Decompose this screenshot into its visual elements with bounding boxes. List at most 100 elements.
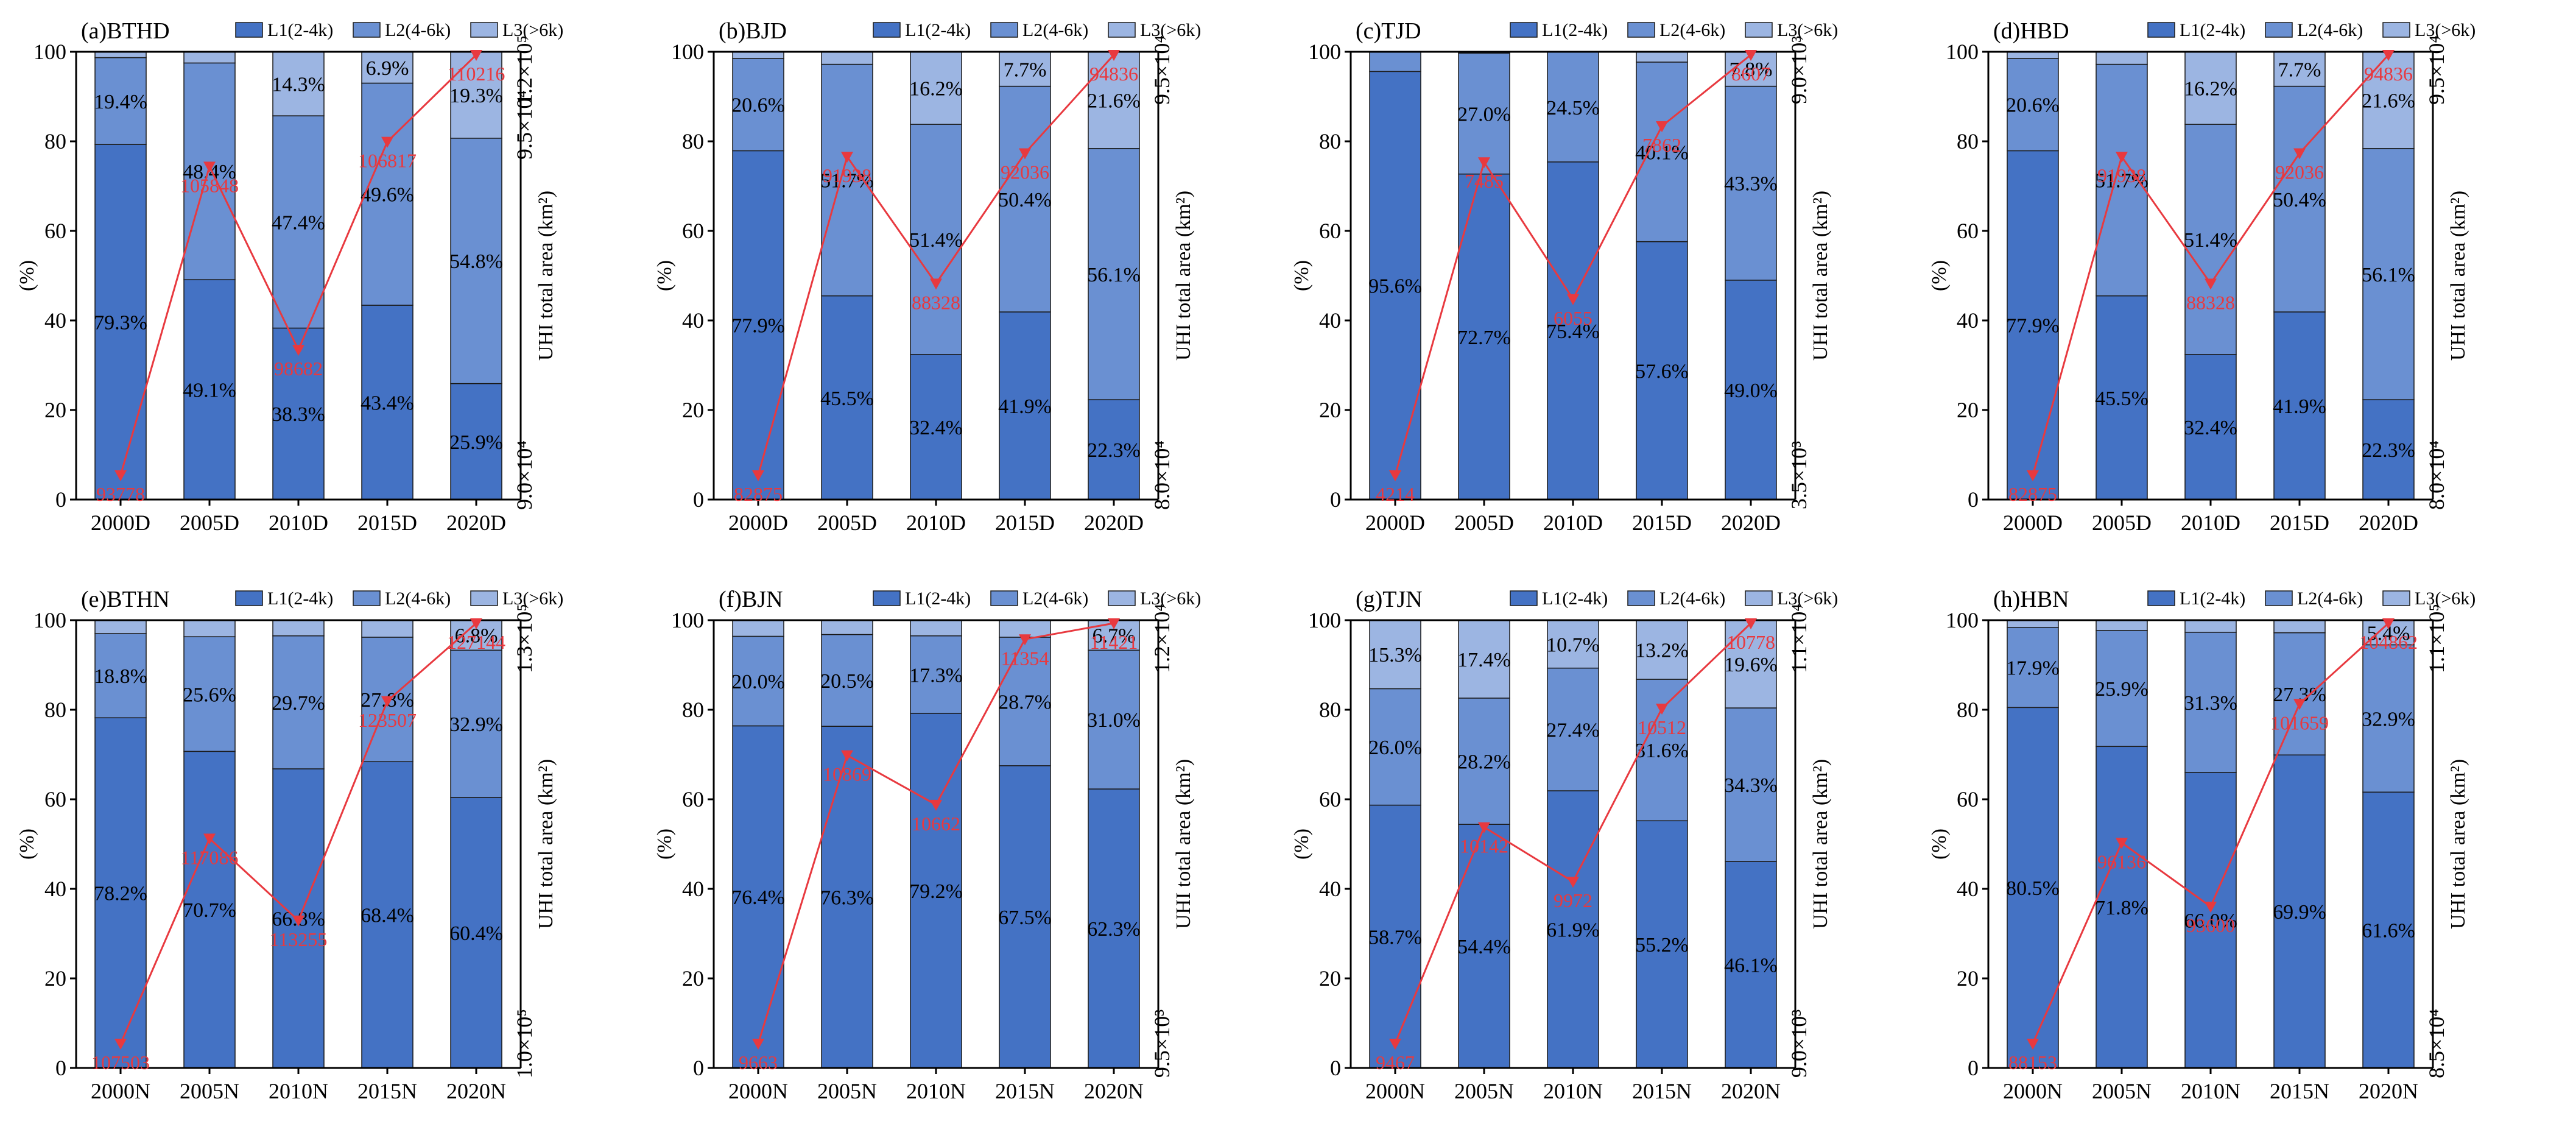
legend-swatch — [470, 590, 498, 606]
bar-label: 27.4% — [1546, 719, 1600, 741]
y-tick-label: 80 — [44, 129, 66, 154]
x-tick-label: 2010D — [906, 511, 966, 535]
y-tick-label: 60 — [682, 219, 704, 243]
bar-label: 16.2% — [909, 78, 963, 101]
uhi-area-label: 8607 — [1731, 63, 1770, 85]
x-tick-label: 2000N — [1365, 1079, 1425, 1103]
y-tick-label: 0 — [55, 1056, 66, 1080]
x-tick-label: 2010N — [269, 1079, 328, 1103]
bar-l124k-4 — [450, 383, 502, 500]
bar-label: 43.4% — [361, 392, 414, 415]
x-tick-label: 2005N — [817, 1079, 877, 1103]
bar-l246k-4 — [2362, 644, 2415, 793]
legend-swatch — [1108, 22, 1136, 38]
y-tick-label: 0 — [55, 487, 66, 512]
bar-l246k-2 — [910, 124, 962, 355]
chart-title: (a)BTHD — [81, 18, 170, 44]
bar-label: 25.9% — [449, 431, 503, 454]
uhi-area-point — [2382, 50, 2395, 61]
legend-swatch — [1745, 22, 1773, 38]
chart-5: 76.4% 20.0% 76.3% 20.5% 79.2% 17.3% 67.5% 28.7%… — [653, 587, 1201, 1103]
bar-label: 75.4% — [1546, 320, 1600, 343]
uhi-area-label: 88328 — [912, 291, 960, 313]
bar-l124k-1 — [821, 295, 873, 500]
right-tick-label: 1.0×10⁵ — [512, 1009, 537, 1078]
bar-label: 20.5% — [820, 670, 874, 693]
bar-l246k-4 — [450, 649, 502, 798]
x-tick-label: 2005N — [2092, 1079, 2152, 1103]
right-tick-label: 9.5×10³ — [1150, 1009, 1174, 1078]
uhi-area-point — [841, 152, 853, 163]
bar-l246k-1 — [1458, 52, 1510, 175]
x-tick-label: 2020N — [446, 1079, 506, 1103]
bar-l124k-4 — [1088, 788, 1140, 1069]
bar-l36k-4 — [2362, 51, 2415, 149]
bar-l246k-3 — [999, 85, 1051, 313]
y-tick-label: 100 — [1946, 608, 1979, 632]
bar-l246k-1 — [183, 636, 236, 752]
bar-l246k-3 — [361, 82, 413, 306]
bar-label: 6.9% — [366, 57, 409, 80]
legend-label: L1(2-4k) — [2180, 589, 2245, 609]
bar-l246k-0 — [732, 635, 784, 727]
bar-label: 15.3% — [1368, 644, 1422, 666]
bar-l124k-0 — [732, 725, 784, 1069]
legend-swatch — [990, 590, 1018, 606]
bar-label: 24.5% — [1546, 97, 1600, 119]
legend-label: L3(>6k) — [2415, 589, 2476, 609]
bar-l36k-1 — [1458, 620, 1510, 699]
legend-swatch — [235, 22, 263, 38]
legend-label: L1(2-4k) — [905, 20, 971, 40]
y-tick-label: 100 — [1946, 40, 1979, 64]
bar-label: 72.7% — [1457, 327, 1511, 349]
y-tick-label: 0 — [1968, 1056, 1979, 1080]
x-tick-label: 2015N — [995, 1079, 1055, 1103]
bar-label: 20.6% — [731, 94, 785, 117]
y-axis-label: (%) — [16, 260, 38, 291]
bar-label: 50.4% — [2273, 189, 2326, 211]
uhi-area-label: 93778 — [96, 483, 145, 505]
x-tick-label: 2015N — [1632, 1079, 1692, 1103]
bar-label: 80.5% — [2006, 877, 2060, 900]
bar-label: 66.0% — [2184, 910, 2237, 932]
bar-l124k-2 — [1547, 790, 1599, 1069]
bar-label: 54.8% — [449, 250, 503, 273]
bar-label: 45.5% — [820, 387, 874, 410]
x-tick-label: 2000D — [2003, 511, 2063, 535]
uhi-area-label: 10869 — [823, 763, 871, 785]
bar-l124k-4 — [1725, 861, 1777, 1069]
bar-label: 25.9% — [2095, 678, 2148, 701]
bar-l36k-0 — [94, 620, 147, 634]
legend-label: L3(>6k) — [1140, 589, 1201, 609]
bar-l124k-0 — [94, 717, 147, 1069]
bar-l36k-4 — [1725, 620, 1777, 709]
bar-l246k-4 — [450, 138, 502, 384]
x-tick-label: 2010N — [906, 1079, 966, 1103]
uhi-area-label: 94836 — [1089, 63, 1138, 85]
bar-l124k-2 — [2184, 354, 2237, 500]
y-tick-label: 100 — [33, 608, 66, 632]
x-tick-label: 2005N — [1454, 1079, 1514, 1103]
y-axis-right-label: UHI total area (km²) — [1809, 759, 1832, 929]
bar-l124k-1 — [183, 279, 236, 500]
bar-l246k-0 — [1369, 688, 1421, 806]
bar-l246k-3 — [999, 637, 1051, 766]
chart-3: 77.9%20.6%45.5%51.7%32.4%51.4%16.2%41.9%… — [1928, 18, 2476, 535]
bar-l246k-0 — [94, 57, 147, 145]
y-tick-label: 40 — [1319, 308, 1341, 333]
bar-label: 27.0% — [1457, 103, 1511, 125]
bar-label: 19.6% — [1724, 654, 1778, 676]
bar-label: 55.2% — [1635, 934, 1689, 956]
y-tick-label: 60 — [1957, 787, 1979, 811]
bar-l36k-1 — [821, 620, 873, 635]
legend-swatch — [2147, 22, 2175, 38]
uhi-area-point — [1108, 618, 1120, 629]
y-tick-label: 40 — [44, 877, 66, 901]
uhi-area-label: 106817 — [358, 150, 417, 172]
bar-label: 70.7% — [183, 899, 236, 922]
uhi-area-point — [1656, 704, 1668, 715]
y-tick-label: 100 — [671, 608, 704, 632]
bar-l246k-1 — [2096, 630, 2148, 748]
bar-l246k-4 — [1725, 85, 1777, 281]
